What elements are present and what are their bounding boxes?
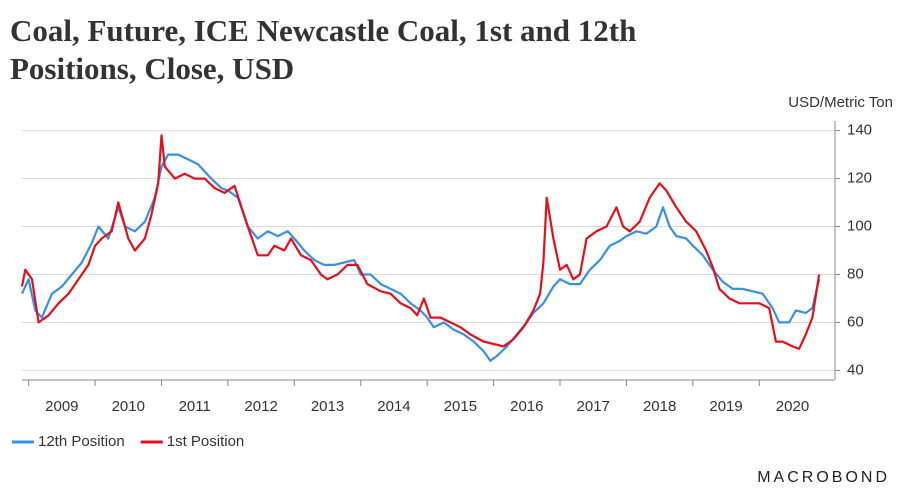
- x-tick-label: 2012: [244, 398, 277, 415]
- x-tick-label: 2011: [179, 398, 211, 415]
- x-tick-label: 2014: [377, 398, 410, 415]
- y-tick-label: 40: [847, 361, 864, 378]
- y-tick-label: 60: [847, 313, 864, 330]
- x-tick-label: 2013: [311, 398, 344, 415]
- x-tick-label: 2019: [709, 398, 742, 415]
- series-line: [21, 153, 821, 362]
- series-line: [20, 134, 821, 350]
- chart-title: Coal, Future, ICE Newcastle Coal, 1st an…: [10, 13, 636, 48]
- x-tick-label: 2009: [45, 398, 78, 415]
- y-tick-label: 80: [847, 265, 864, 282]
- y-tick-label: 140: [847, 122, 872, 139]
- chart-title: Positions, Close, USD: [10, 51, 294, 86]
- x-tick-label: 2017: [577, 398, 610, 415]
- legend-label: 1st Position: [167, 433, 245, 450]
- x-tick-label: 2015: [444, 398, 477, 415]
- logo: MACROBOND: [757, 469, 890, 486]
- y-tick-label: 100: [847, 217, 872, 234]
- x-tick-label: 2020: [776, 398, 809, 415]
- x-tick-label: 2010: [112, 398, 145, 415]
- y-tick-label: 120: [847, 170, 872, 187]
- x-tick-label: 2018: [643, 398, 676, 415]
- y-axis-label: USD/Metric Ton: [788, 94, 893, 111]
- legend-label: 12th Position: [38, 433, 125, 450]
- x-tick-label: 2016: [510, 398, 543, 415]
